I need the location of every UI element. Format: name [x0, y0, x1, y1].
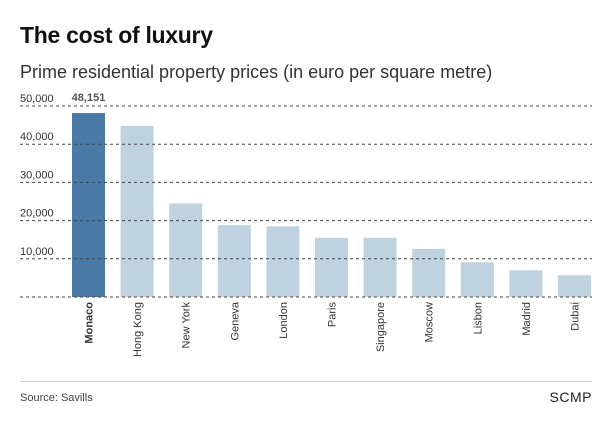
y-tick-label: 30,000 — [20, 169, 54, 181]
footer-divider — [20, 381, 592, 382]
x-tick-label: Dubai — [570, 302, 582, 331]
data-label-monaco: 48,151 — [72, 92, 106, 104]
x-tick-label: London — [278, 302, 290, 339]
publisher-logo: SCMP — [549, 389, 592, 405]
x-tick-label: Lisbon — [472, 302, 484, 334]
y-tick-label: 20,000 — [20, 208, 54, 220]
x-tick-label: Madrid — [521, 302, 533, 336]
x-tick-label: Hong Kong — [132, 302, 144, 357]
bar-singapore — [363, 237, 397, 297]
y-tick-label: 50,000 — [20, 93, 54, 105]
bar-madrid — [509, 270, 543, 297]
y-tick-label: 10,000 — [20, 246, 54, 258]
bar-dubai — [558, 275, 591, 297]
bar-chart: 10,000 20,000 30,000 40,000 50,000 48,151 Mona… — [20, 92, 592, 357]
x-tick-label: Geneva — [229, 301, 241, 340]
bar-monaco — [72, 113, 105, 298]
x-tick-label: Paris — [327, 302, 339, 328]
source-note: Source: Savills — [20, 392, 93, 404]
x-tick-label: Moscow — [424, 302, 436, 342]
x-tick-label: New York — [181, 302, 193, 349]
bar-moscow — [412, 248, 446, 297]
x-tick-label: Singapore — [375, 302, 387, 352]
chart-title: The cost of luxury — [20, 22, 213, 48]
bar-paris — [315, 237, 348, 297]
bar-geneva — [217, 225, 251, 297]
bar-london — [266, 226, 300, 297]
bar-new-york — [169, 203, 203, 297]
bar-hong-kong — [120, 125, 154, 297]
x-tick-label: Monaco — [84, 302, 96, 344]
bar-lisbon — [460, 262, 494, 297]
chart-subtitle: Prime residential property prices (in eu… — [20, 62, 493, 82]
y-tick-label: 40,000 — [20, 131, 54, 143]
